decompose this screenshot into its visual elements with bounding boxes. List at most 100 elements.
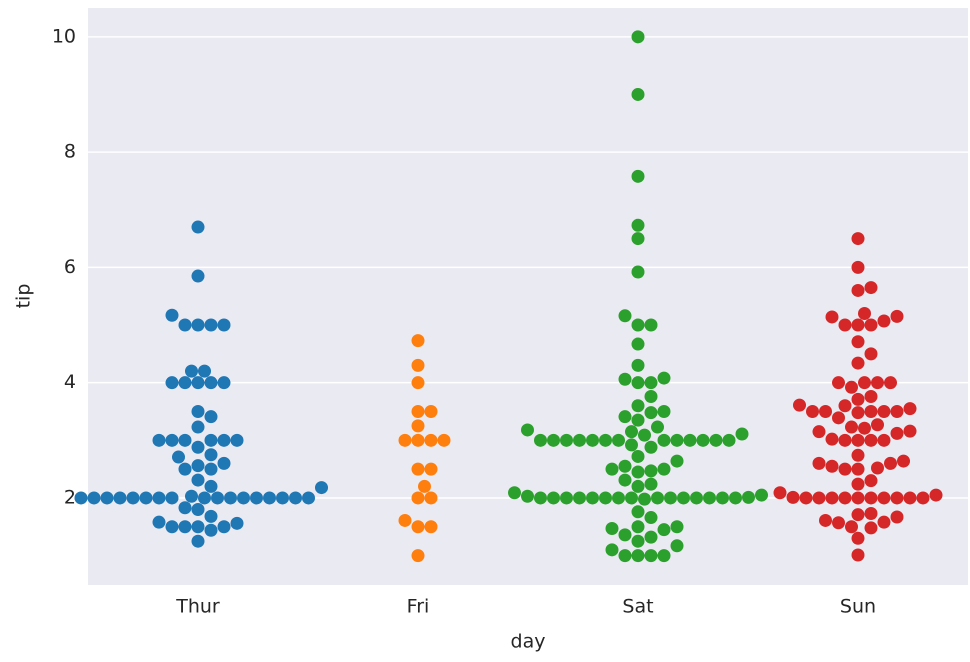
swarm-point [113,491,127,505]
swarm-point [178,433,192,447]
swarm-point [534,491,547,505]
swarm-point [165,520,179,534]
swarm-point [198,491,211,505]
swarm-point [851,318,865,332]
swarm-point [722,433,736,447]
swarm-point [191,534,205,548]
swarm-point [851,477,865,491]
swarm-point [599,433,612,447]
swarm-point [819,404,832,418]
swarm-point [172,450,185,464]
swarm-point [204,523,218,537]
swarm-point [204,318,218,332]
swarm-point [204,410,218,424]
swarm-point [890,404,904,418]
swarm-point [858,421,871,435]
swarm-point [547,491,560,505]
swarm-point [411,358,425,372]
swarm-point [864,507,878,521]
swarm-point [729,491,742,505]
swarm-point [670,539,684,553]
swarm-point [191,404,205,418]
swarm-point [191,440,205,454]
swarm-point [877,491,891,505]
swarm-point [670,433,684,447]
swarm-point [890,491,904,505]
swarm-point [631,218,645,232]
swarm-point [165,376,179,390]
swarm-point [903,402,917,416]
swarm-point [625,438,638,452]
swarm-point [573,491,586,505]
x-tick-label: Fri [407,596,430,618]
swarm-point [217,433,231,447]
swarm-point [631,479,645,493]
swarm-point [845,420,858,434]
swarm-point [670,520,684,534]
swarm-point [204,448,218,462]
swarm-point [204,376,218,390]
swarm-point [631,505,645,519]
swarm-point [599,491,612,505]
swarm-point [560,491,573,505]
swarm-point [191,520,205,534]
swarm-point [191,318,205,332]
swarm-point [793,398,806,412]
swarm-point [890,426,904,440]
swarm-point [644,477,658,491]
swarm-point [198,364,211,378]
swarm-point [204,479,218,493]
x-tick-label: Sat [622,596,653,618]
swarm-point [618,309,632,323]
swarm-point [625,425,638,439]
swarm-point [884,376,897,390]
swarm-point [864,404,878,418]
swarm-point [126,491,140,505]
swarm-point [864,474,878,488]
swarm-point [890,309,904,323]
swarm-point [897,454,910,468]
swarm-point [838,399,852,413]
swarm-point [521,423,534,437]
swarm-point [625,491,638,505]
swarm-point [139,491,153,505]
swarm-point [638,428,651,442]
swarm-point [825,491,839,505]
swarm-point [411,404,425,418]
y-tick-label: 10 [52,25,76,47]
swarm-point [191,502,205,516]
swarm-point [411,419,425,433]
swarm-point [618,528,632,542]
swarm-point [289,491,302,505]
swarm-point [825,432,839,446]
swarm-point [521,489,534,503]
swarm-point [851,392,865,406]
swarm-point [185,364,198,378]
swarm-point [851,448,865,462]
swarm-point [677,491,690,505]
swarm-point [864,521,878,535]
swarm-point [631,337,645,351]
swarm-point [411,433,425,447]
swarm-point [411,520,425,534]
swarm-point [871,418,884,432]
x-tick-label: Sun [840,596,876,618]
swarm-point [230,433,244,447]
swarm-point [832,516,845,530]
swarm-point [657,549,671,563]
swarm-point [664,491,677,505]
swarm-point [838,318,852,332]
swarm-point [851,508,865,522]
swarm-point [631,87,645,101]
swarm-point [929,488,943,502]
swarm-point [690,491,703,505]
swarm-point [644,464,658,478]
swarm-point [819,513,832,527]
swarm-point [864,281,878,295]
swarm-point [191,269,205,283]
swarm-point [877,433,891,447]
swarm-point [586,491,599,505]
swarm-point [237,491,250,505]
swarm-point [755,488,768,502]
swarm-point [224,491,237,505]
